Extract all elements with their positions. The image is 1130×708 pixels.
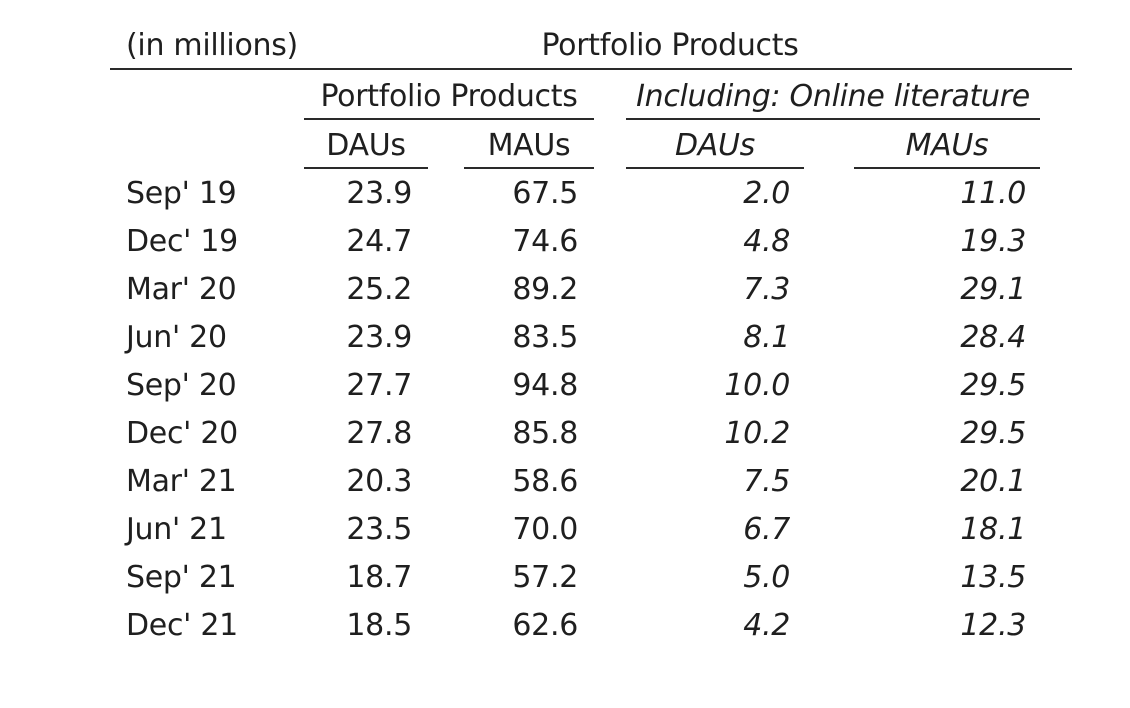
col-rule-pp-maus (464, 167, 594, 169)
cell-period: Mar' 20 (126, 272, 237, 307)
cell-ol-daus: 8.1 (743, 320, 790, 355)
cell-ol-maus: 28.4 (960, 320, 1026, 355)
cell-pp-maus: 62.6 (512, 608, 578, 643)
group-header-online-literature: Including: Online literature (636, 79, 1030, 114)
col-rule-ol-daus (626, 167, 804, 169)
table-row: Mar' 21 20.3 58.6 7.5 20.1 (0, 464, 1130, 512)
table-row: Sep' 21 18.7 57.2 5.0 13.5 (0, 560, 1130, 608)
col-header-ol-maus: MAUs (905, 128, 989, 163)
cell-period: Dec' 20 (126, 416, 238, 451)
cell-pp-daus: 27.8 (346, 416, 412, 451)
table-row: Mar' 20 25.2 89.2 7.3 29.1 (0, 272, 1130, 320)
col-header-pp-daus: DAUs (326, 128, 406, 163)
cell-ol-maus: 29.5 (960, 416, 1026, 451)
cell-pp-daus: 25.2 (346, 272, 412, 307)
cell-pp-daus: 23.9 (346, 176, 412, 211)
top-header-rule (110, 68, 1072, 70)
cell-ol-daus: 7.3 (743, 272, 790, 307)
group-header-portfolio: Portfolio Products (320, 79, 578, 114)
cell-pp-maus: 83.5 (512, 320, 578, 355)
cell-period: Dec' 19 (126, 224, 238, 259)
cell-pp-maus: 57.2 (512, 560, 578, 595)
cell-pp-maus: 58.6 (512, 464, 578, 499)
cell-pp-daus: 24.7 (346, 224, 412, 259)
table-row: Dec' 20 27.8 85.8 10.2 29.5 (0, 416, 1130, 464)
col-rule-ol-maus (854, 167, 1040, 169)
cell-pp-daus: 20.3 (346, 464, 412, 499)
cell-pp-daus: 23.9 (346, 320, 412, 355)
col-rule-pp-daus (304, 167, 428, 169)
cell-period: Sep' 21 (126, 560, 237, 595)
cell-period: Dec' 21 (126, 608, 238, 643)
cell-period: Mar' 21 (126, 464, 237, 499)
table-row: Sep' 19 23.9 67.5 2.0 11.0 (0, 176, 1130, 224)
table-row: Sep' 20 27.7 94.8 10.0 29.5 (0, 368, 1130, 416)
group-rule-online (626, 118, 1040, 120)
cell-pp-maus: 94.8 (512, 368, 578, 403)
cell-period: Jun' 20 (126, 320, 227, 355)
cell-ol-maus: 12.3 (960, 608, 1026, 643)
cell-ol-daus: 5.0 (743, 560, 790, 595)
table-row: Dec' 19 24.7 74.6 4.8 19.3 (0, 224, 1130, 272)
cell-ol-daus: 6.7 (743, 512, 790, 547)
cell-ol-maus: 20.1 (960, 464, 1026, 499)
cell-ol-maus: 13.5 (960, 560, 1026, 595)
col-header-ol-daus: DAUs (674, 128, 755, 163)
cell-pp-maus: 70.0 (512, 512, 578, 547)
table-row: Jun' 20 23.9 83.5 8.1 28.4 (0, 320, 1130, 368)
cell-pp-maus: 89.2 (512, 272, 578, 307)
group-rule-portfolio (304, 118, 594, 120)
cell-period: Jun' 21 (126, 512, 227, 547)
cell-ol-maus: 19.3 (960, 224, 1026, 259)
cell-ol-maus: 29.5 (960, 368, 1026, 403)
unit-label: (in millions) (126, 28, 298, 63)
table-row: Jun' 21 23.5 70.0 6.7 18.1 (0, 512, 1130, 560)
cell-pp-daus: 27.7 (346, 368, 412, 403)
cell-ol-maus: 29.1 (960, 272, 1026, 307)
cell-pp-maus: 67.5 (512, 176, 578, 211)
cell-ol-daus: 2.0 (743, 176, 790, 211)
cell-pp-daus: 18.5 (346, 608, 412, 643)
cell-pp-daus: 23.5 (346, 512, 412, 547)
cell-pp-daus: 18.7 (346, 560, 412, 595)
cell-ol-daus: 4.2 (743, 608, 790, 643)
cell-pp-maus: 85.8 (512, 416, 578, 451)
cell-period: Sep' 20 (126, 368, 237, 403)
top-header: Portfolio Products (541, 28, 799, 63)
cell-pp-maus: 74.6 (512, 224, 578, 259)
cell-ol-daus: 10.2 (724, 416, 790, 451)
col-header-pp-maus: MAUs (487, 128, 571, 163)
cell-ol-daus: 4.8 (743, 224, 790, 259)
cell-period: Sep' 19 (126, 176, 237, 211)
cell-ol-daus: 10.0 (724, 368, 790, 403)
cell-ol-maus: 18.1 (960, 512, 1026, 547)
cell-ol-maus: 11.0 (960, 176, 1026, 211)
cell-ol-daus: 7.5 (743, 464, 790, 499)
table-row: Dec' 21 18.5 62.6 4.2 12.3 (0, 608, 1130, 656)
